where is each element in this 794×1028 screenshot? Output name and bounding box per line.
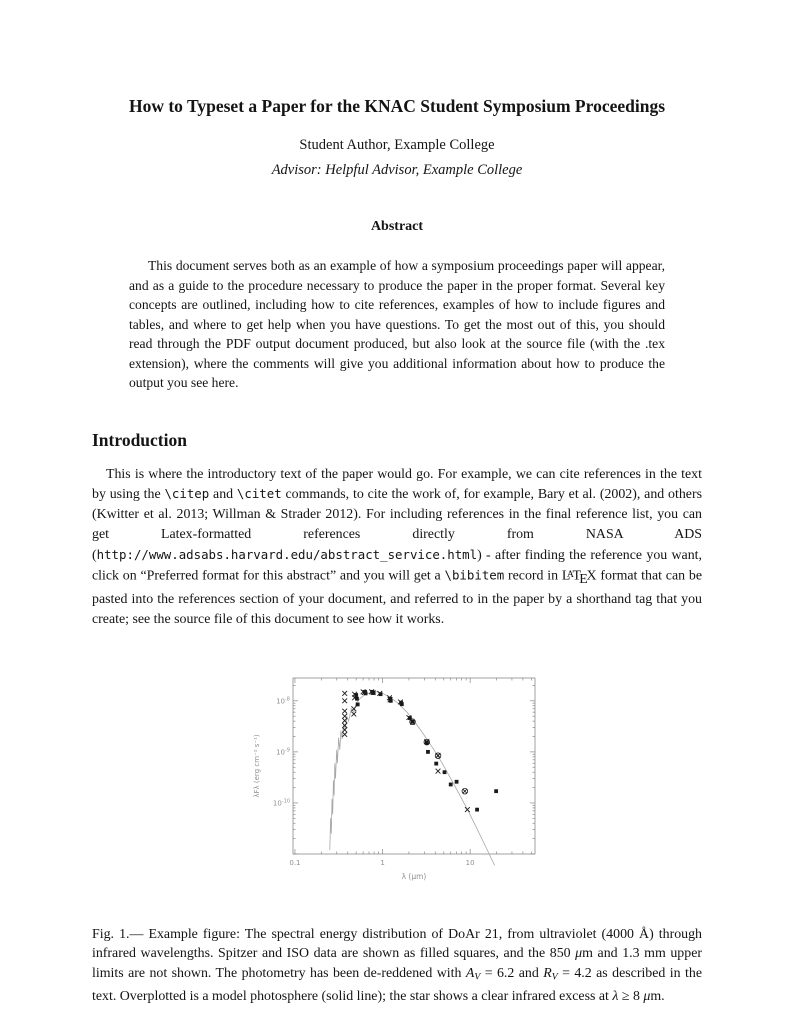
x-tick-label: 10 [466,859,475,867]
circled-marker [410,718,415,724]
text-segment: V [474,971,481,983]
cross-marker [342,690,348,696]
y-tick-label: 10-9 [276,747,290,756]
circled-marker [409,718,416,725]
filled-square-marker [448,782,453,786]
cross-marker [342,726,348,733]
text-segment: This is where the introductory text of t… [92,466,702,503]
filled-square-marker [388,698,393,703]
text-segment: commands, to cite the work of, for examp… [92,487,702,563]
figure-1-caption: Fig. 1.— Example figure: The spectral en… [92,925,702,1008]
cross-marker [342,731,348,737]
x-tick-label: 1 [380,859,384,867]
text-segment: record in [504,569,562,585]
text-segment: Fig. 1.— Example figure: The spectral en… [92,926,702,962]
latex-logo-x: X [586,569,597,585]
latex-logo-l: L [561,569,571,585]
filled-square-marker [442,769,447,774]
abstract-heading: Abstract [370,219,424,234]
filled-square-marker [494,788,499,793]
text-segment: \bibitem [444,568,505,584]
latex-logo-t: T [572,569,581,585]
author-line: Student Author, Example College [299,137,495,153]
text-segment: m and 1.3 mm upper limits are not shown.… [92,946,702,982]
filled-square-marker [371,690,376,695]
filled-square-marker [399,701,404,706]
plot-frame [292,677,536,854]
text-segment: \citep [164,486,210,502]
circled-marker [423,738,430,745]
cross-marker [351,705,357,712]
circled-marker [434,752,442,759]
filled-square-marker [424,740,429,745]
cross-marker [464,806,471,812]
filled-square-marker [378,691,383,696]
model-photosphere-line [329,690,495,866]
text-segment: m. [650,989,665,1005]
text-segment: = 4.2 as described in the text. Overplot… [92,966,702,1005]
circled-marker [461,787,469,794]
cross-marker [342,722,348,728]
filled-square-marker [426,749,430,754]
text-segment: = 6.2 and [480,966,544,982]
latex-logo-e: E [579,572,588,588]
figure-1: 0.1 1 10 10-8 10-9 10-10 λ (μm) λFλ (erg cm⁻² s… [0,670,794,901]
text-segment: \citet [236,486,282,502]
circled-marker [424,739,430,744]
cross-marker [342,697,348,704]
introduction-paragraph: This is where the introductory text of t… [92,465,702,630]
text-segment: R [543,966,552,982]
text-segment: λ [612,989,619,1005]
y-tick-label: 10-10 [273,798,290,807]
text-segment: format that can be pasted into the refer… [92,569,702,627]
latex-logo-a: A [566,569,574,581]
filled-square-marker [454,779,459,784]
abstract-text: This document serves both as an example … [129,258,665,390]
filled-square-marker [475,807,479,812]
y-axis-label: λFλ (erg cm⁻² s⁻¹) [253,734,261,798]
cross-marker [342,717,348,723]
cross-marker [351,710,357,717]
filled-square-marker [388,696,393,701]
text-segment: μ [575,946,583,962]
x-tick-label: 0.1 [289,859,300,867]
filled-square-marker [354,692,359,697]
circled-marker [435,753,441,758]
text-segment: A [465,966,475,982]
text-segment: http://www.adsabs.harvard.edu/abstract_s… [96,546,478,562]
filled-square-marker [363,691,368,695]
text-segment: and [209,487,237,503]
filled-square-marker [407,715,412,720]
text-segment: μ [643,989,651,1005]
sed-figure-svg: 0.1 1 10 10-8 10-9 10-10 λ (μm) λFλ (erg cm⁻² s… [253,677,536,881]
x-axis-label: λ (μm) [402,872,427,881]
filled-square-marker [355,696,359,701]
y-tick-label: 10-8 [276,696,290,705]
cross-marker [342,707,348,714]
text-segment: V [551,971,558,983]
page-title: How to Typeset a Paper for the KNAC Stud… [128,96,666,116]
filled-square-marker [355,702,360,706]
cross-marker [435,767,441,774]
text-segment: ≥ 8 [618,989,644,1005]
advisor-line: Advisor: Helpful Advisor, Example Colleg… [271,162,523,178]
introduction-heading: Introduction [92,429,187,450]
cross-marker [342,713,348,719]
filled-square-marker [434,761,439,766]
circled-marker [462,788,468,794]
text-segment: ) - after finding the reference you want… [92,547,702,585]
